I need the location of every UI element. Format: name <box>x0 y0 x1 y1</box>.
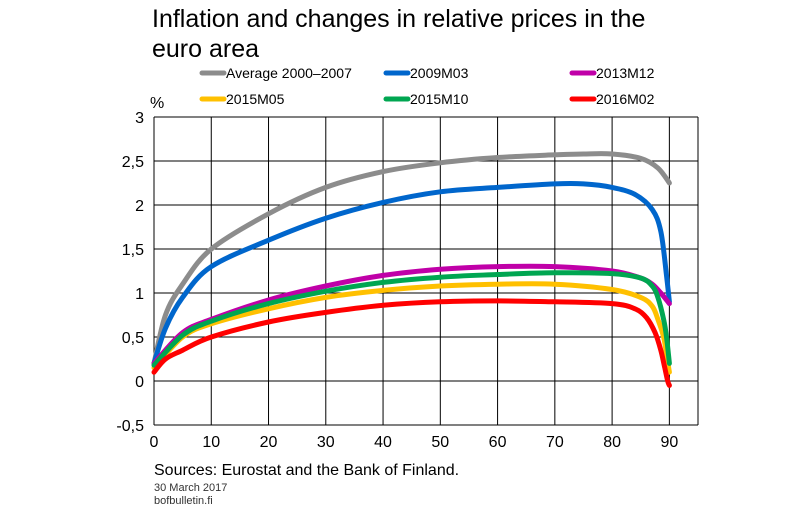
series-line-0 <box>151 151 672 366</box>
legend-label-5: 2016M02 <box>596 91 655 107</box>
series-line-3 <box>151 281 672 375</box>
publication-date: 30 March 2017 <box>154 482 228 494</box>
x-tick-label: 90 <box>660 434 678 451</box>
axis-ticks: -0,500,511,522,530 10 20 30 40 50 60 70 80 90 <box>116 110 678 451</box>
y-tick-label: 2 <box>135 198 144 215</box>
x-tick-label: 50 <box>431 434 449 451</box>
x-tick-label: 10 <box>202 434 220 451</box>
legend-label-1: 2009M03 <box>410 65 469 81</box>
legend-label-4: 2015M10 <box>410 91 469 107</box>
x-tick-label: 30 <box>317 434 335 451</box>
y-tick-label: 3 <box>135 110 144 127</box>
x-tick-label: 80 <box>603 434 621 451</box>
series-line-1 <box>151 180 672 366</box>
legend: Average 2000–2007 2009M03 2013M12 2015M05 20… <box>199 65 655 107</box>
x-tick-label: 60 <box>489 434 507 451</box>
y-axis-unit: % <box>150 95 164 112</box>
series-line-5 <box>151 298 672 388</box>
chart-title-line-1: Inflation and changes in relative prices… <box>152 5 645 33</box>
sources-note: Sources: Eurostat and the Bank of Finlan… <box>154 462 460 479</box>
y-tick-label: 1 <box>135 286 144 303</box>
series-line-4 <box>151 270 672 368</box>
legend-label-0: Average 2000–2007 <box>226 65 352 81</box>
y-tick-label: 0,5 <box>122 330 144 347</box>
x-tick-label: 0 <box>150 434 159 451</box>
chart-title-line-2: euro area <box>152 35 259 63</box>
y-tick-label: 1,5 <box>122 242 144 259</box>
y-tick-label: -0,5 <box>116 418 144 435</box>
legend-label-3: 2015M05 <box>226 91 285 107</box>
y-tick-label: 2,5 <box>122 154 144 171</box>
x-tick-label: 20 <box>260 434 278 451</box>
x-tick-label: 70 <box>546 434 564 451</box>
series-layer <box>151 151 672 388</box>
legend-label-2: 2013M12 <box>596 65 655 81</box>
site-name: bofbulletin.fi <box>154 495 213 507</box>
y-tick-label: 0 <box>135 374 144 391</box>
x-tick-label: 40 <box>374 434 392 451</box>
